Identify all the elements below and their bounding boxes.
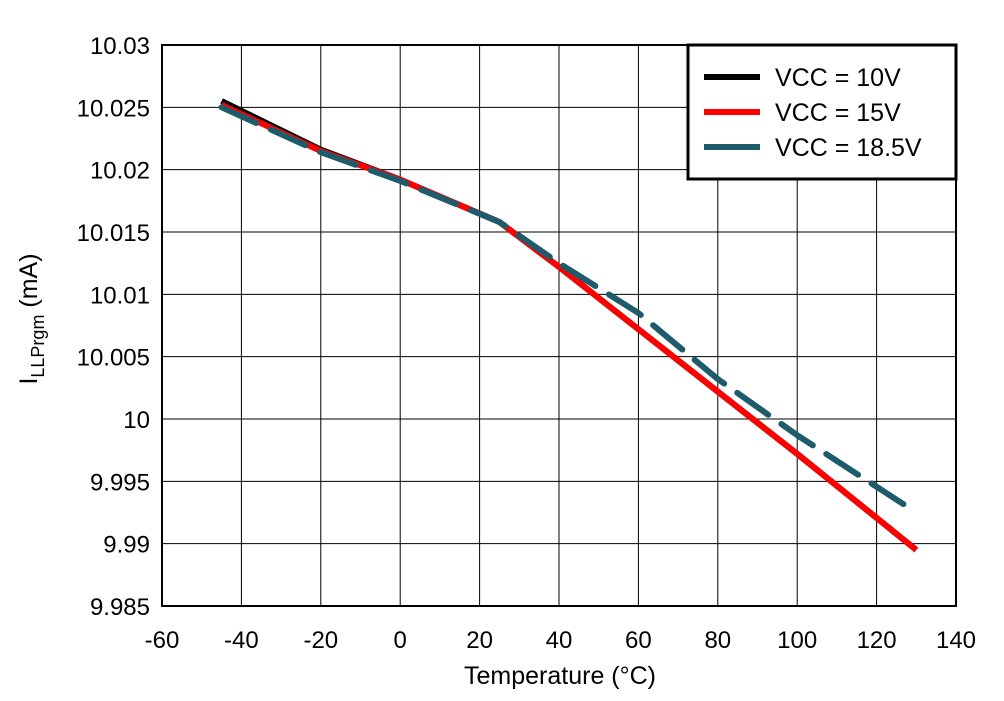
x-tick-label: 60 xyxy=(625,627,652,654)
y-axis-title-main: I xyxy=(15,378,43,385)
y-tick-label: 10.02 xyxy=(90,158,150,185)
y-axis-title: ILLPrgm (mA) xyxy=(15,253,48,384)
x-tick-label: -20 xyxy=(303,627,338,654)
y-axis-title-subscript: LLPrgm xyxy=(28,315,48,378)
x-tick-label: 0 xyxy=(394,627,407,654)
legend-label-vcc-18-5v: VCC = 18.5V xyxy=(775,134,922,162)
x-axis-title: Temperature (°C) xyxy=(464,662,656,690)
y-tick-label: 9.99 xyxy=(103,532,150,559)
y-tick-label: 9.985 xyxy=(90,594,150,621)
y-axis-title-unit: (mA) xyxy=(15,253,43,314)
y-tick-labels: 9.985 9.99 9.995 10 10.005 10.01 10.015 10.02 10… xyxy=(77,33,150,621)
y-tick-label: 10.015 xyxy=(77,220,150,247)
x-tick-labels: -60 -40 -20 0 20 40 60 80 100 120 140 xyxy=(145,627,976,654)
x-tick-label: -40 xyxy=(224,627,259,654)
series-layer xyxy=(218,98,920,553)
y-tick-label: 10.005 xyxy=(77,345,150,372)
y-tick-label: 10 xyxy=(123,407,150,434)
x-tick-label: 140 xyxy=(936,627,976,654)
y-tick-label: 10.025 xyxy=(77,95,150,122)
series-line-vcc-18-5v xyxy=(218,104,920,516)
y-tick-label: 9.995 xyxy=(90,469,150,496)
x-tick-label: 20 xyxy=(466,627,493,654)
legend-label-vcc-15v: VCC = 15V xyxy=(775,99,901,127)
plot-frame xyxy=(161,44,957,607)
y-tick-label: 10.01 xyxy=(90,282,150,309)
legend-label-vcc-10v: VCC = 10V xyxy=(775,64,901,92)
x-tick-label: 80 xyxy=(704,627,731,654)
x-tick-label: 100 xyxy=(777,627,817,654)
y-tick-label: 10.03 xyxy=(90,33,150,60)
x-tick-label: -60 xyxy=(145,627,180,654)
x-tick-label: 120 xyxy=(857,627,897,654)
legend: VCC = 10V VCC = 15V VCC = 18.5V xyxy=(686,43,958,181)
x-tick-label: 40 xyxy=(546,627,573,654)
